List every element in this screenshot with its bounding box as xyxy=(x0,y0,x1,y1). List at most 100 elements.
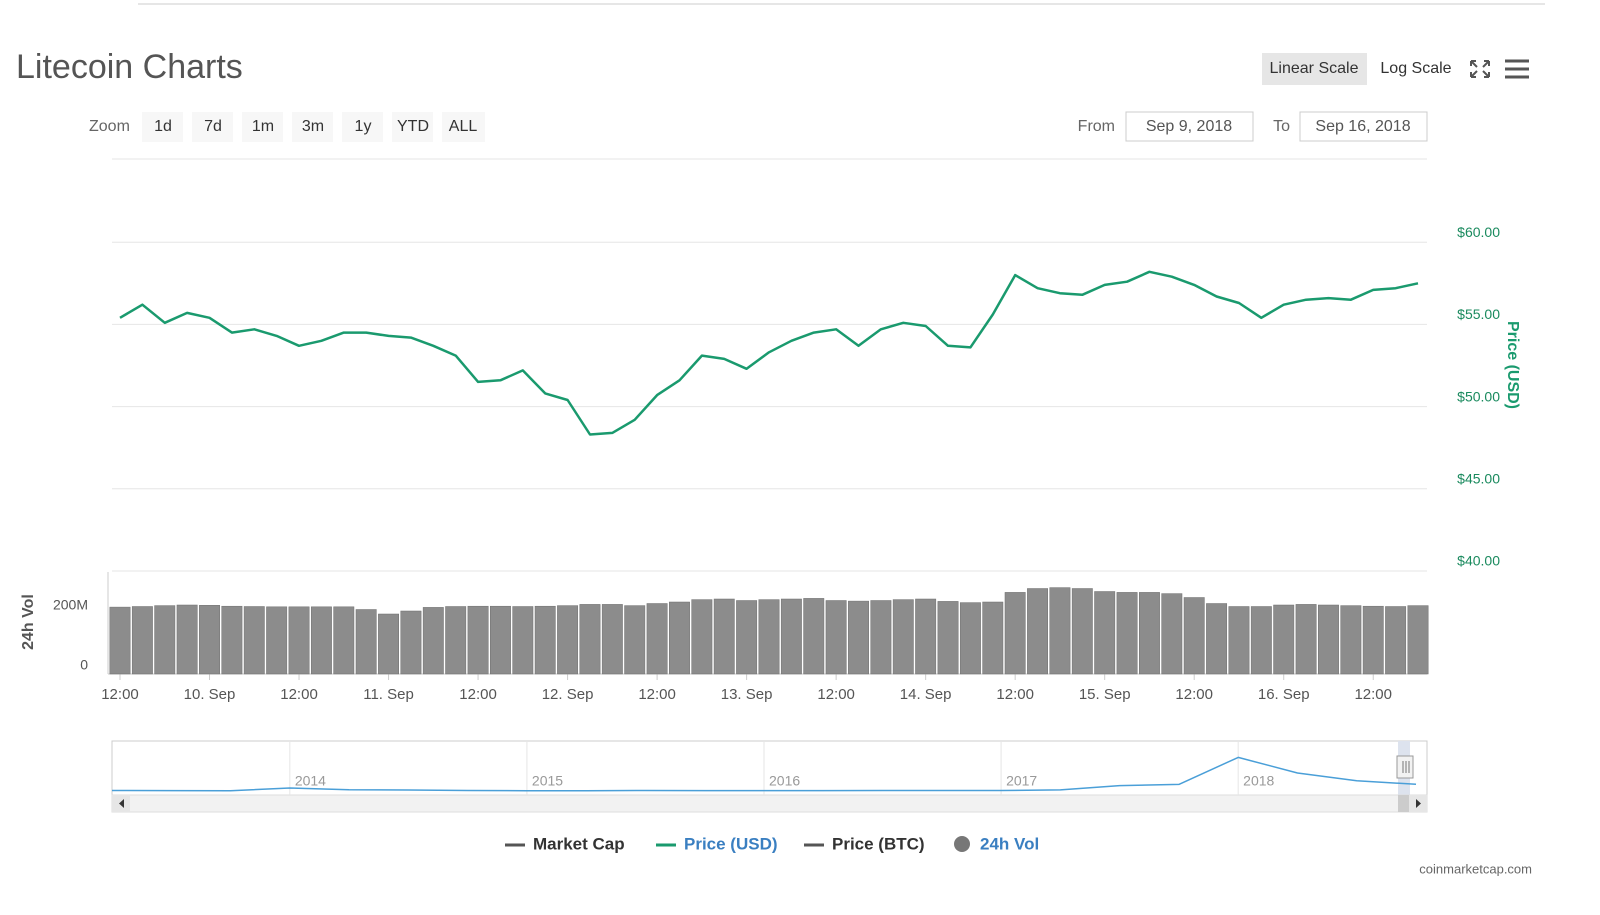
x-tick-label: 13. Sep xyxy=(721,686,773,703)
x-tick-label: 12:00 xyxy=(280,686,318,703)
credit[interactable]: coinmarketcap.com xyxy=(1419,861,1532,876)
navigator-year-label: 2016 xyxy=(769,773,800,789)
volume-bar xyxy=(669,601,690,675)
volume-bar xyxy=(1407,605,1429,675)
scrollbar-thumb[interactable] xyxy=(1398,795,1410,812)
volume-bar xyxy=(982,601,1004,675)
y-tick-label: $40.00 xyxy=(1457,553,1500,569)
legend-item[interactable]: Price (BTC) xyxy=(832,834,925,853)
volume-bar xyxy=(176,604,198,675)
legend-item[interactable]: 24h Vol xyxy=(980,834,1039,853)
volume-bar xyxy=(400,610,422,675)
zoom-button[interactable] xyxy=(242,112,283,142)
volume-bar xyxy=(1071,588,1093,675)
x-tick-label: 12:00 xyxy=(459,686,497,703)
volume-bar xyxy=(646,603,668,675)
navigator-year-label: 2015 xyxy=(532,773,563,789)
fullscreen-icon[interactable] xyxy=(1470,60,1490,78)
zoom-button-label[interactable]: 3m xyxy=(302,118,324,135)
zoom-button[interactable] xyxy=(342,112,383,142)
volume-bar xyxy=(422,607,444,675)
zoom-button-label[interactable]: 1d xyxy=(154,118,172,135)
menu-icon[interactable] xyxy=(1505,59,1529,79)
legend-symbol xyxy=(954,836,970,852)
volume-bar xyxy=(915,598,937,675)
volume-bar xyxy=(959,602,981,675)
scrollbar-track[interactable] xyxy=(111,794,1428,813)
volume-bar xyxy=(624,605,646,675)
volume-bar xyxy=(512,606,534,675)
volume-bar xyxy=(1004,592,1026,675)
to-date[interactable]: Sep 16, 2018 xyxy=(1315,118,1410,135)
zoom-button-label[interactable]: YTD xyxy=(397,118,429,135)
volume-bar xyxy=(1295,604,1317,675)
volume-bar xyxy=(713,598,735,675)
log-scale-button[interactable]: Log Scale xyxy=(1380,60,1451,77)
volume-bar xyxy=(1228,606,1250,675)
volume-bar xyxy=(892,599,914,675)
x-tick-label: 12:00 xyxy=(1354,686,1392,703)
linear-scale-label[interactable]: Linear Scale xyxy=(1270,60,1359,77)
volume-bar xyxy=(154,605,176,675)
x-tick-label: 14. Sep xyxy=(900,686,952,703)
volume-axis-title: 24h Vol xyxy=(20,594,37,650)
chart-title: Litecoin Charts xyxy=(16,48,243,86)
zoom-button[interactable] xyxy=(142,112,183,142)
zoom-button[interactable] xyxy=(192,112,233,142)
to-input[interactable] xyxy=(1299,111,1428,142)
volume-bar xyxy=(870,600,892,675)
volume-bar xyxy=(937,601,959,675)
zoom-button[interactable] xyxy=(292,112,333,142)
y-tick-label: 200M xyxy=(53,597,88,613)
volume-bar xyxy=(803,598,825,675)
from-input[interactable] xyxy=(1125,111,1254,142)
volume-bar xyxy=(1318,604,1339,675)
volume-bar xyxy=(758,599,780,675)
legend-item[interactable]: Price (USD) xyxy=(684,834,778,853)
volume-bar xyxy=(1385,606,1407,675)
x-tick-label: 12:00 xyxy=(638,686,676,703)
volume-bar xyxy=(288,606,310,675)
volume-bar xyxy=(534,605,556,675)
volume-bar xyxy=(109,606,131,675)
y-tick-label: 0 xyxy=(80,657,88,673)
handle-grip xyxy=(1402,761,1410,773)
volume-bar xyxy=(310,606,332,675)
volume-bar xyxy=(1273,604,1295,675)
zoom-button-label[interactable]: 1m xyxy=(252,118,274,135)
zoom-button-label[interactable]: 1y xyxy=(355,118,372,135)
volume-bar xyxy=(1340,605,1362,675)
y-tick-label: $50.00 xyxy=(1457,388,1500,404)
y-tick-label: $60.00 xyxy=(1457,224,1500,240)
x-tick-label: 12. Sep xyxy=(542,686,594,703)
volume-bar xyxy=(221,605,243,675)
from-date[interactable]: Sep 9, 2018 xyxy=(1146,118,1232,135)
volume-bar xyxy=(1161,593,1183,675)
zoom-label: Zoom xyxy=(89,118,130,135)
volume-bar xyxy=(243,606,265,675)
zoom-button-label[interactable]: ALL xyxy=(449,118,478,135)
zoom-button[interactable] xyxy=(392,112,433,142)
scroll-left-arrow xyxy=(119,799,124,808)
volume-bar xyxy=(378,613,399,675)
x-tick-label: 10. Sep xyxy=(184,686,236,703)
navigator-handle[interactable] xyxy=(1396,755,1414,779)
volume-bar xyxy=(780,598,802,675)
y-tick-label: $45.00 xyxy=(1457,471,1500,487)
navigator-line xyxy=(111,756,1417,792)
volume-bar xyxy=(355,609,377,675)
volume-bar xyxy=(445,606,467,675)
volume-bar xyxy=(1139,592,1160,675)
legend-item[interactable]: Market Cap xyxy=(533,834,625,853)
x-tick-label: 16. Sep xyxy=(1258,686,1310,703)
zoom-button-label[interactable]: 7d xyxy=(204,118,222,135)
linear-scale-button[interactable] xyxy=(1262,53,1367,85)
volume-bar xyxy=(490,605,511,675)
x-tick-label: 12:00 xyxy=(996,686,1034,703)
price-axis-title: Price (USD) xyxy=(1504,321,1521,409)
zoom-button[interactable] xyxy=(442,112,485,142)
navigator-year-label: 2014 xyxy=(295,773,326,789)
x-tick-label: 11. Sep xyxy=(363,686,414,703)
navigator-year-label: 2017 xyxy=(1006,773,1037,789)
